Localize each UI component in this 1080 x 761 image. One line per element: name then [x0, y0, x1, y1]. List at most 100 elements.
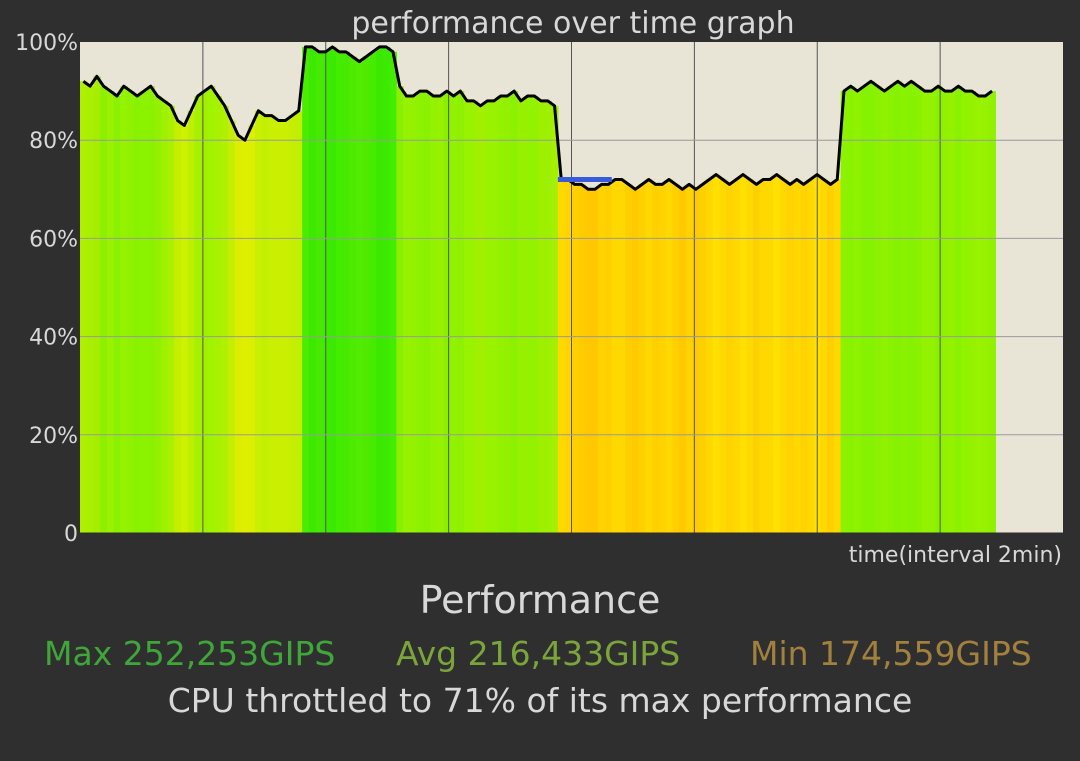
perf-bar — [867, 81, 875, 533]
perf-bar — [564, 179, 572, 534]
perf-bar — [571, 184, 579, 533]
perf-bar — [180, 125, 189, 533]
perf-bar — [268, 115, 276, 534]
throttle-message: CPU throttled to 71% of its max performa… — [167, 681, 913, 720]
perf-bar — [396, 86, 404, 533]
y-tick-labels: 0 20% 40% 60% 80% 100% — [15, 31, 78, 547]
perf-bar — [288, 115, 296, 534]
perf-bar — [389, 51, 397, 533]
line-layer — [82, 45, 993, 191]
y-tick-label: 40% — [29, 326, 78, 351]
perf-bar — [611, 179, 620, 534]
perf-bar — [598, 184, 606, 533]
perf-bar — [221, 105, 229, 533]
perf-bar — [133, 96, 142, 533]
perf-bar — [578, 184, 586, 533]
perf-bar — [510, 91, 519, 533]
perf-bar — [329, 46, 337, 533]
perf-bar — [658, 184, 667, 533]
perf-bar — [874, 86, 882, 533]
perf-bar — [275, 120, 283, 533]
perf-bar — [934, 86, 943, 533]
perf-bar — [530, 96, 539, 533]
perf-bar — [308, 46, 317, 533]
perf-bar — [679, 189, 687, 534]
perf-bar — [362, 56, 371, 533]
perf-bar — [901, 86, 909, 533]
perf-bar — [914, 86, 922, 533]
perf-bar — [907, 81, 916, 533]
perf-bar — [591, 189, 599, 534]
perf-bar — [113, 96, 121, 533]
perf-bar — [672, 184, 680, 533]
perf-bar — [470, 100, 478, 534]
perf-bar — [315, 51, 323, 533]
perf-bar — [147, 86, 155, 533]
average-performance-stat: Avg 216,433GIPS — [396, 634, 681, 673]
bars-layer — [80, 46, 997, 534]
perf-bar — [436, 96, 445, 533]
perf-bar — [443, 91, 451, 533]
perf-bar — [261, 115, 270, 534]
perf-bar — [450, 96, 458, 533]
perf-bar — [497, 96, 505, 533]
perf-bar — [127, 91, 135, 533]
perf-bar — [699, 184, 707, 533]
performance-heading: Performance — [419, 578, 661, 622]
perf-bar — [248, 125, 256, 533]
perf-bar — [214, 96, 222, 533]
perf-bar — [302, 46, 310, 533]
perf-bar — [369, 51, 377, 533]
perf-bar — [988, 91, 997, 533]
perf-bar — [207, 86, 216, 533]
perf-bar — [537, 100, 546, 534]
perf-bar — [403, 96, 411, 533]
perf-bar — [201, 91, 209, 533]
max-performance-stat: Max 252,253GIPS — [44, 634, 336, 673]
perf-bar — [154, 96, 162, 533]
y-tick-label: 80% — [29, 129, 78, 154]
perf-bar — [894, 81, 902, 533]
perf-bar — [961, 91, 970, 533]
perf-bar — [726, 184, 734, 533]
perf-bar — [605, 184, 613, 533]
perf-bar — [504, 96, 512, 533]
perf-bar — [80, 81, 88, 533]
perf-bar — [160, 100, 169, 534]
perf-bar — [349, 56, 357, 533]
chart-title: performance over time graph — [351, 6, 794, 41]
perf-bar — [638, 184, 646, 533]
perf-bar — [732, 179, 741, 534]
perf-bar — [234, 135, 243, 534]
perf-bar — [86, 86, 95, 533]
perf-bar — [477, 105, 485, 533]
perf-bar — [430, 96, 438, 533]
perf-bar — [625, 184, 633, 533]
perf-bar — [551, 105, 559, 533]
perf-bar — [140, 91, 148, 533]
perf-bar — [355, 61, 364, 533]
perf-bar — [921, 91, 929, 533]
perf-bar — [800, 184, 808, 533]
perf-bar — [746, 179, 754, 534]
x-axis-label: time(interval 2min) — [849, 543, 1062, 568]
perf-bar — [928, 91, 936, 533]
perf-bar — [194, 96, 202, 533]
perf-bar — [692, 189, 700, 534]
perf-bar — [786, 184, 795, 533]
perf-bar — [423, 91, 431, 533]
perf-bar — [376, 46, 384, 533]
perf-bar — [557, 179, 566, 534]
perf-bar — [106, 91, 115, 533]
perf-bar — [174, 120, 182, 533]
perf-bar — [524, 96, 532, 533]
perf-bar — [806, 179, 815, 534]
perf-bar — [827, 184, 835, 533]
perf-bar — [342, 51, 350, 533]
perf-bar — [335, 51, 344, 533]
grid-layer — [80, 42, 1063, 534]
perf-bar — [584, 189, 593, 534]
perf-bar — [685, 184, 694, 533]
perf-bar — [665, 179, 673, 534]
perf-bar — [483, 100, 492, 534]
